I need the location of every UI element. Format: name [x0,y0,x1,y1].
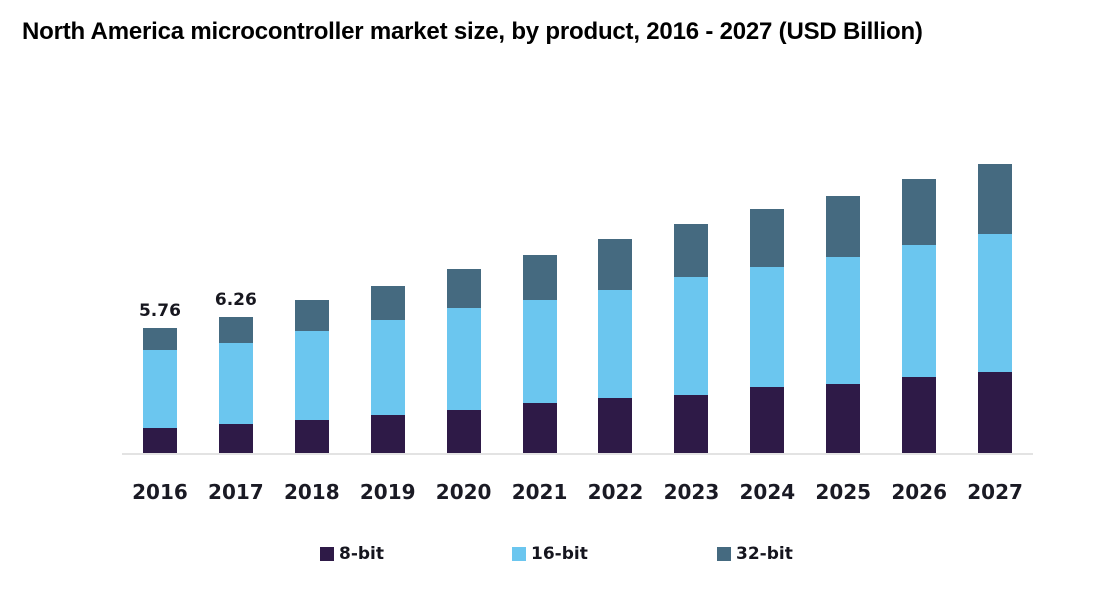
data-label-2017: 6.26 [214,289,257,310]
x-tick-2020: 2020 [435,480,492,504]
x-tick-2027: 2027 [967,480,1023,504]
bar-group-2025: 2025 [805,140,881,504]
bar-stack-2021 [522,255,557,453]
plot-area: 5.76 2016 6.26 2017 2018 2019 2020 2021 2022 2023… [122,140,1033,504]
legend-label-32-bit: 32-bit [736,544,793,564]
chart-title: North America microcontroller market siz… [22,18,923,45]
x-tick-2026: 2026 [891,480,948,504]
x-tick-2023: 2023 [663,480,720,504]
bar-stack-2026 [902,178,937,453]
bar-segment-32-bit-2018 [294,300,329,332]
bar-segment-16-bit-2025 [826,256,861,385]
bar-stack-2018 [294,300,329,453]
bar-group-2018: 2018 [274,140,350,504]
bar-segment-8-bit-2027 [978,372,1013,453]
bar-group-2027: 2027 [957,140,1033,504]
bar-stack-2025 [826,196,861,453]
bar-stack-2022 [598,239,633,453]
bar-stack-2017 [218,316,253,453]
bar-segment-8-bit-2025 [826,384,861,453]
x-tick-2025: 2025 [815,480,872,504]
bar-segment-32-bit-2026 [902,178,937,246]
legend-label-16-bit: 16-bit [531,544,588,564]
legend-item-16-bit: 16-bit [512,544,588,564]
bar-group-2020: 2020 [426,140,502,504]
bar-segment-16-bit-2020 [446,308,481,410]
bar-stack-2019 [370,285,405,453]
legend-swatch-8-bit [320,547,334,561]
x-tick-2022: 2022 [587,480,644,504]
legend: 8-bit 16-bit 32-bit [0,544,1120,566]
bar-segment-32-bit-2016 [142,327,177,350]
legend-swatch-16-bit [512,547,526,561]
bar-segment-16-bit-2018 [294,331,329,421]
bar-segment-8-bit-2016 [142,428,177,453]
bar-segment-16-bit-2024 [750,267,785,388]
x-tick-2018: 2018 [283,480,340,504]
bar-segment-8-bit-2018 [294,420,329,453]
bar-segment-16-bit-2022 [598,290,633,398]
bar-group-2023: 2023 [653,140,729,504]
bar-segment-32-bit-2027 [978,163,1013,235]
bar-segment-16-bit-2027 [978,234,1013,373]
legend-item-8-bit: 8-bit [320,544,384,564]
bar-segment-32-bit-2025 [826,196,861,257]
bar-stack-2023 [674,224,709,453]
bar-segment-8-bit-2021 [522,403,557,453]
bar-segment-8-bit-2020 [446,409,481,453]
bar-segment-32-bit-2020 [446,269,481,309]
bar-segment-16-bit-2017 [218,342,253,425]
x-tick-2016: 2016 [132,480,188,504]
bar-segment-32-bit-2022 [598,239,633,291]
bar-segment-8-bit-2019 [370,415,405,453]
legend-label-8-bit: 8-bit [339,544,385,564]
bar-stack-2020 [446,269,481,453]
bar-segment-8-bit-2017 [218,424,253,453]
bar-group-2019: 2019 [350,140,426,504]
bar-segment-32-bit-2021 [522,255,557,301]
x-tick-2021: 2021 [511,480,568,504]
bar-group-2026: 2026 [881,140,957,504]
bar-group-2024: 2024 [729,140,805,504]
bar-group-2016: 5.76 2016 [122,140,198,504]
bar-stack-2024 [750,209,785,453]
bar-stack-2027 [978,163,1013,453]
legend-swatch-32-bit [717,547,731,561]
bar-segment-8-bit-2023 [674,395,709,453]
bar-segment-16-bit-2026 [902,245,937,378]
legend-item-32-bit: 32-bit [717,544,793,564]
bar-segment-32-bit-2023 [674,224,709,278]
x-tick-2024: 2024 [739,480,796,504]
bar-segment-8-bit-2026 [902,377,937,453]
bar-group-2022: 2022 [578,140,654,504]
bar-stack-2016 [142,327,177,453]
bar-segment-32-bit-2019 [370,285,405,320]
bar-segment-8-bit-2024 [750,387,785,453]
bar-segment-16-bit-2019 [370,319,405,416]
bar-segment-16-bit-2021 [522,300,557,404]
bar-segment-32-bit-2024 [750,209,785,268]
bar-segment-32-bit-2017 [218,316,253,343]
bar-group-2021: 2021 [502,140,578,504]
bar-segment-16-bit-2023 [674,277,709,395]
data-label-2016: 5.76 [138,300,181,321]
x-tick-2019: 2019 [359,480,416,504]
bar-segment-8-bit-2022 [598,397,633,453]
x-tick-2017: 2017 [208,480,264,504]
bar-group-2017: 6.26 2017 [198,140,274,504]
bar-segment-16-bit-2016 [142,349,177,428]
